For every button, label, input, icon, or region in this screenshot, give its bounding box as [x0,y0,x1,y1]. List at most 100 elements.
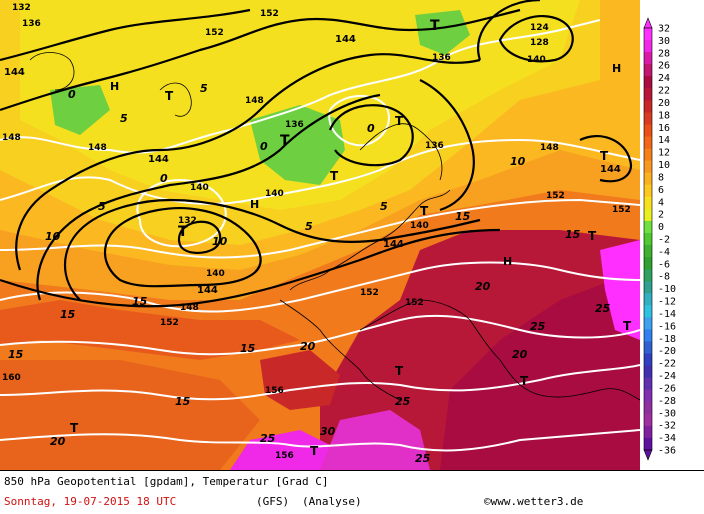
temperature-label: 25 [595,302,611,315]
legend-label: -14 [658,309,676,320]
legend-label: 6 [658,185,664,196]
legend-label: 18 [658,110,670,121]
temperature-label: 15 [8,348,24,361]
geopotential-label: 156 [265,386,284,396]
pressure-high-label: H [612,62,621,75]
warm-region [0,360,260,470]
cold-pool [50,85,110,135]
geopotential-label: 136 [22,19,41,29]
pressure-low-label: T [280,133,290,149]
legend-label: 22 [658,86,670,97]
temperature-label: 0 [160,172,168,185]
pressure-high-label: H [503,255,512,268]
copyright-link[interactable]: ©www.wetter3.de [484,495,584,508]
geopotential-label: 136 [285,120,304,130]
legend-swatch [644,88,652,101]
cold-pool [250,105,345,185]
temperature-label: 5 [98,200,106,213]
pressure-low-label: T [520,374,529,388]
legend-label: -28 [658,396,676,407]
temperature-label: 25 [395,395,411,408]
geopotential-label: 144 [197,285,218,296]
geopotential-label: 152 [546,191,565,201]
pressure-low-label: T [70,421,79,435]
geopotential-label: 148 [180,303,199,313]
legend-swatch [644,232,652,246]
temperature-label: 15 [455,210,471,223]
geopotential-label: 136 [432,53,451,63]
legend-label: -24 [658,371,676,382]
legend-swatch [644,425,652,439]
legend-swatch [644,269,652,282]
geopotential-label: 160 [2,373,21,383]
legend-swatch [644,305,652,318]
geopotential-label: 144 [4,67,25,78]
legend-label: -12 [658,297,676,308]
temperature-label: 5 [120,112,128,125]
legend-swatch [644,136,652,150]
legend-label: -22 [658,359,676,370]
legend-swatch [644,124,652,138]
legend-swatch [644,100,652,113]
legend-swatch [644,64,652,77]
legend-label: -32 [658,421,676,432]
weather-map: H H H H T T T T T T T T T T T T T T 144 … [0,0,640,470]
geopotential-label: 152 [405,298,424,308]
geopotential-label: 136 [425,141,444,151]
temperature-label: 20 [475,280,491,293]
geopotential-label: 144 [600,164,621,175]
geopotential-label: 156 [275,451,294,461]
geopotential-label: 132 [178,216,197,226]
valid-date: Sonntag, 19-07-2015 18 UTC [4,495,177,508]
cold-pool [415,10,470,55]
warm-region [600,240,640,340]
legend-label: -26 [658,383,676,394]
legend-swatch [644,245,652,258]
geopotential-label: 128 [530,38,549,48]
geopotential-label: 144 [383,239,404,250]
geopotential-label: 148 [88,143,107,153]
legend-label: -34 [658,433,676,444]
temperature-label: 15 [240,342,256,355]
pressure-low-label: T [623,319,632,333]
temperature-label: 15 [60,308,76,321]
legend-label: -8 [658,272,670,283]
legend-swatch [644,28,652,41]
legend-swatch [644,208,652,222]
geopotential-label: 132 [12,3,31,13]
temperature-label: 5 [305,220,313,233]
legend-label: -2 [658,235,670,246]
legend-label: -6 [658,259,670,270]
geopotential-label: 152 [260,9,279,19]
map-labels: H H H H T T T T T T T T T T T T T T 144 … [2,3,632,465]
legend-swatch [644,365,652,379]
legend-swatch [644,40,652,53]
legend-swatch [644,329,652,342]
temperature-label: 5 [200,82,208,95]
legend-label: 30 [658,36,670,47]
legend-label: 12 [658,148,670,159]
geopotential-label: 152 [205,28,224,38]
geopotential-label: 140 [190,183,209,193]
geopotential-label: 152 [612,205,631,215]
pressure-high-label: H [110,80,119,93]
footer: 850 hPa Geopotential [gpdam], Temperatur… [0,470,704,514]
legend-swatch [644,377,652,391]
temperature-label: 10 [212,235,228,248]
pressure-low-label: T [165,89,174,103]
temperature-label: 15 [132,295,148,308]
legend-label: -4 [658,247,670,258]
geopotential-label: 124 [530,23,549,33]
legend-arrow-top [643,17,653,29]
legend-swatch [644,52,652,65]
geopotential-label: 148 [540,143,559,153]
geopotential-contours [0,0,633,308]
legend-swatch [644,389,652,403]
pressure-high-label: H [250,198,259,211]
legend-swatch [644,413,652,427]
geopotential-label: 140 [410,221,429,231]
temperature-label: 25 [260,432,276,445]
legend-label: 8 [658,172,664,183]
temperature-label: 20 [300,340,316,353]
legend-label: 28 [658,48,670,59]
